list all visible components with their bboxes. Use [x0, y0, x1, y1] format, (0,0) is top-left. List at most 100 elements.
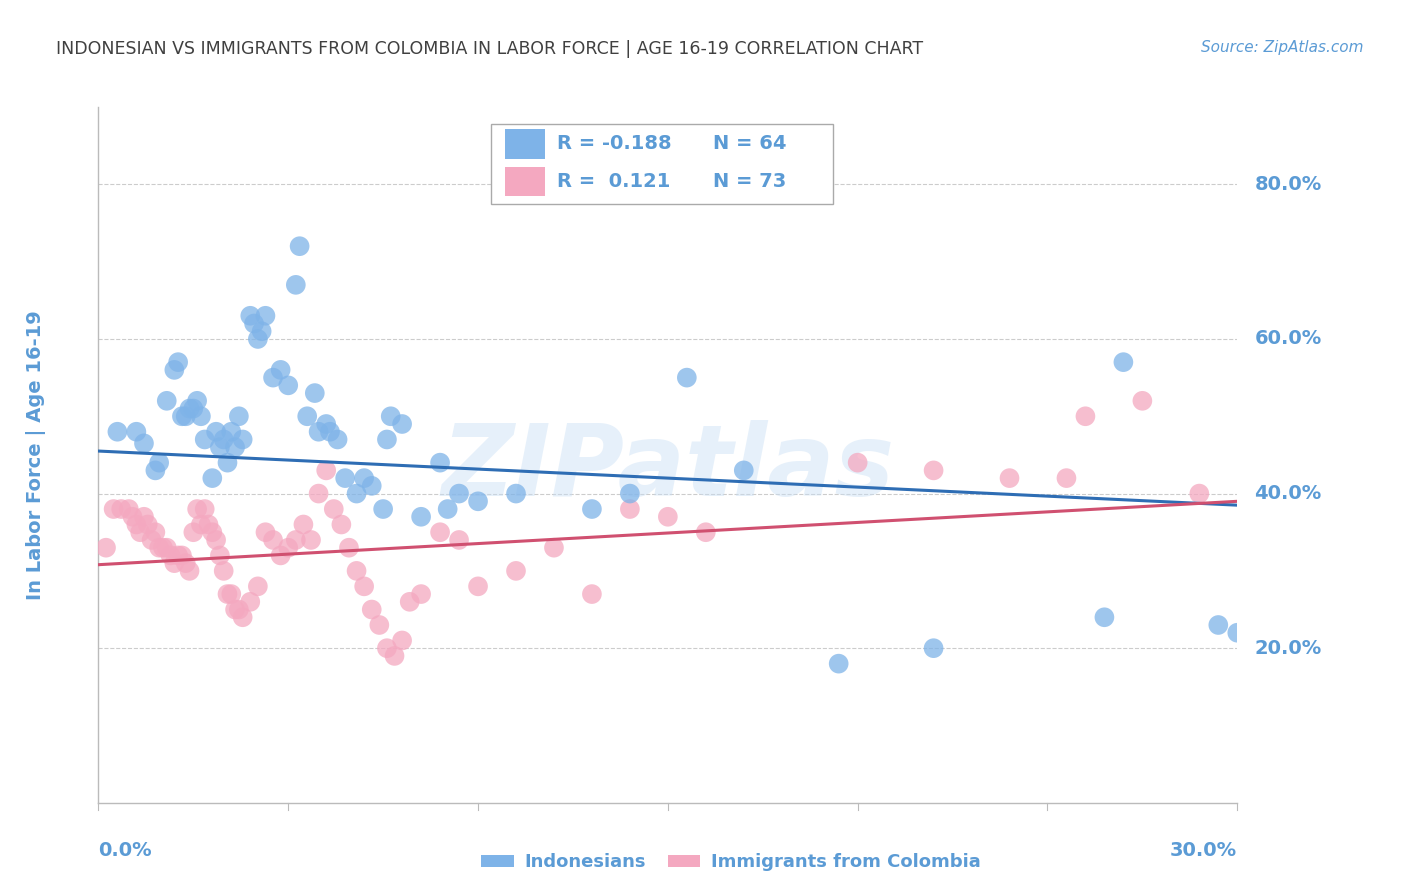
- Point: [217, 456, 239, 470]
- Point: [391, 417, 413, 431]
- Point: [197, 517, 219, 532]
- Text: INDONESIAN VS IMMIGRANTS FROM COLOMBIA IN LABOR FORCE | AGE 16-19 CORRELATION CH: INDONESIAN VS IMMIGRANTS FROM COLOMBIA I…: [56, 40, 924, 58]
- Text: R =  0.121: R = 0.121: [557, 172, 671, 191]
- Text: 20.0%: 20.0%: [1254, 639, 1322, 657]
- Point: [335, 471, 357, 485]
- Point: [922, 463, 945, 477]
- Point: [156, 393, 179, 408]
- Text: N = 64: N = 64: [713, 135, 787, 153]
- Point: [170, 549, 193, 563]
- Point: [436, 502, 458, 516]
- Point: [262, 370, 284, 384]
- Point: [1074, 409, 1097, 424]
- Point: [1208, 618, 1230, 632]
- Point: [353, 471, 375, 485]
- Point: [167, 355, 190, 369]
- Point: [322, 502, 344, 516]
- Point: [375, 641, 398, 656]
- Point: [326, 433, 349, 447]
- Point: [449, 533, 471, 547]
- Point: [221, 425, 243, 439]
- Point: [170, 409, 193, 424]
- Point: [174, 556, 197, 570]
- Point: [1132, 393, 1154, 408]
- Point: [239, 309, 262, 323]
- Point: [315, 463, 337, 477]
- Point: [212, 433, 235, 447]
- Point: [103, 502, 125, 516]
- Point: [217, 587, 239, 601]
- Point: [368, 618, 391, 632]
- Point: [411, 587, 433, 601]
- Point: [1056, 471, 1078, 485]
- Point: [319, 425, 342, 439]
- Point: [224, 602, 246, 616]
- Point: [346, 564, 368, 578]
- Point: [246, 579, 269, 593]
- Point: [315, 417, 337, 431]
- Point: [167, 549, 190, 563]
- Point: [733, 463, 755, 477]
- Point: [174, 409, 197, 424]
- Text: N = 73: N = 73: [713, 172, 786, 191]
- Point: [695, 525, 717, 540]
- Point: [186, 393, 208, 408]
- Point: [288, 239, 311, 253]
- Point: [194, 433, 217, 447]
- Point: [254, 309, 277, 323]
- Point: [543, 541, 565, 555]
- Point: [922, 641, 945, 656]
- Point: [254, 525, 277, 540]
- Point: [346, 486, 368, 500]
- Point: [371, 502, 394, 516]
- Text: 40.0%: 40.0%: [1254, 484, 1322, 503]
- Point: [208, 549, 231, 563]
- Point: [1094, 610, 1116, 624]
- Point: [270, 363, 292, 377]
- Text: 80.0%: 80.0%: [1254, 175, 1322, 194]
- Point: [129, 525, 152, 540]
- Point: [828, 657, 851, 671]
- Point: [284, 533, 307, 547]
- Point: [239, 595, 262, 609]
- Point: [94, 541, 117, 555]
- Point: [208, 440, 231, 454]
- Point: [391, 633, 413, 648]
- FancyBboxPatch shape: [505, 167, 546, 196]
- Point: [205, 533, 228, 547]
- Point: [152, 541, 174, 555]
- Point: [141, 533, 163, 547]
- Point: [183, 525, 205, 540]
- Point: [194, 502, 217, 516]
- Point: [619, 486, 641, 500]
- Point: [429, 525, 451, 540]
- Point: [505, 564, 527, 578]
- Point: [353, 579, 375, 593]
- Point: [228, 409, 250, 424]
- Point: [186, 502, 208, 516]
- Point: [657, 509, 679, 524]
- Point: [277, 378, 299, 392]
- Point: [163, 556, 186, 570]
- Point: [299, 533, 322, 547]
- Point: [121, 509, 143, 524]
- Point: [212, 564, 235, 578]
- Point: [159, 549, 181, 563]
- Point: [243, 317, 266, 331]
- Point: [179, 401, 201, 416]
- Text: ZIPatlas: ZIPatlas: [441, 420, 894, 517]
- Point: [136, 517, 159, 532]
- Point: [232, 610, 254, 624]
- Point: [179, 564, 201, 578]
- Point: [360, 602, 382, 616]
- Point: [246, 332, 269, 346]
- FancyBboxPatch shape: [491, 124, 832, 204]
- Point: [125, 425, 148, 439]
- Point: [221, 587, 243, 601]
- Point: [190, 409, 212, 424]
- Text: R = -0.188: R = -0.188: [557, 135, 672, 153]
- Point: [145, 463, 167, 477]
- Point: [132, 436, 155, 450]
- Point: [380, 409, 402, 424]
- Legend: Indonesians, Immigrants from Colombia: Indonesians, Immigrants from Colombia: [474, 847, 988, 879]
